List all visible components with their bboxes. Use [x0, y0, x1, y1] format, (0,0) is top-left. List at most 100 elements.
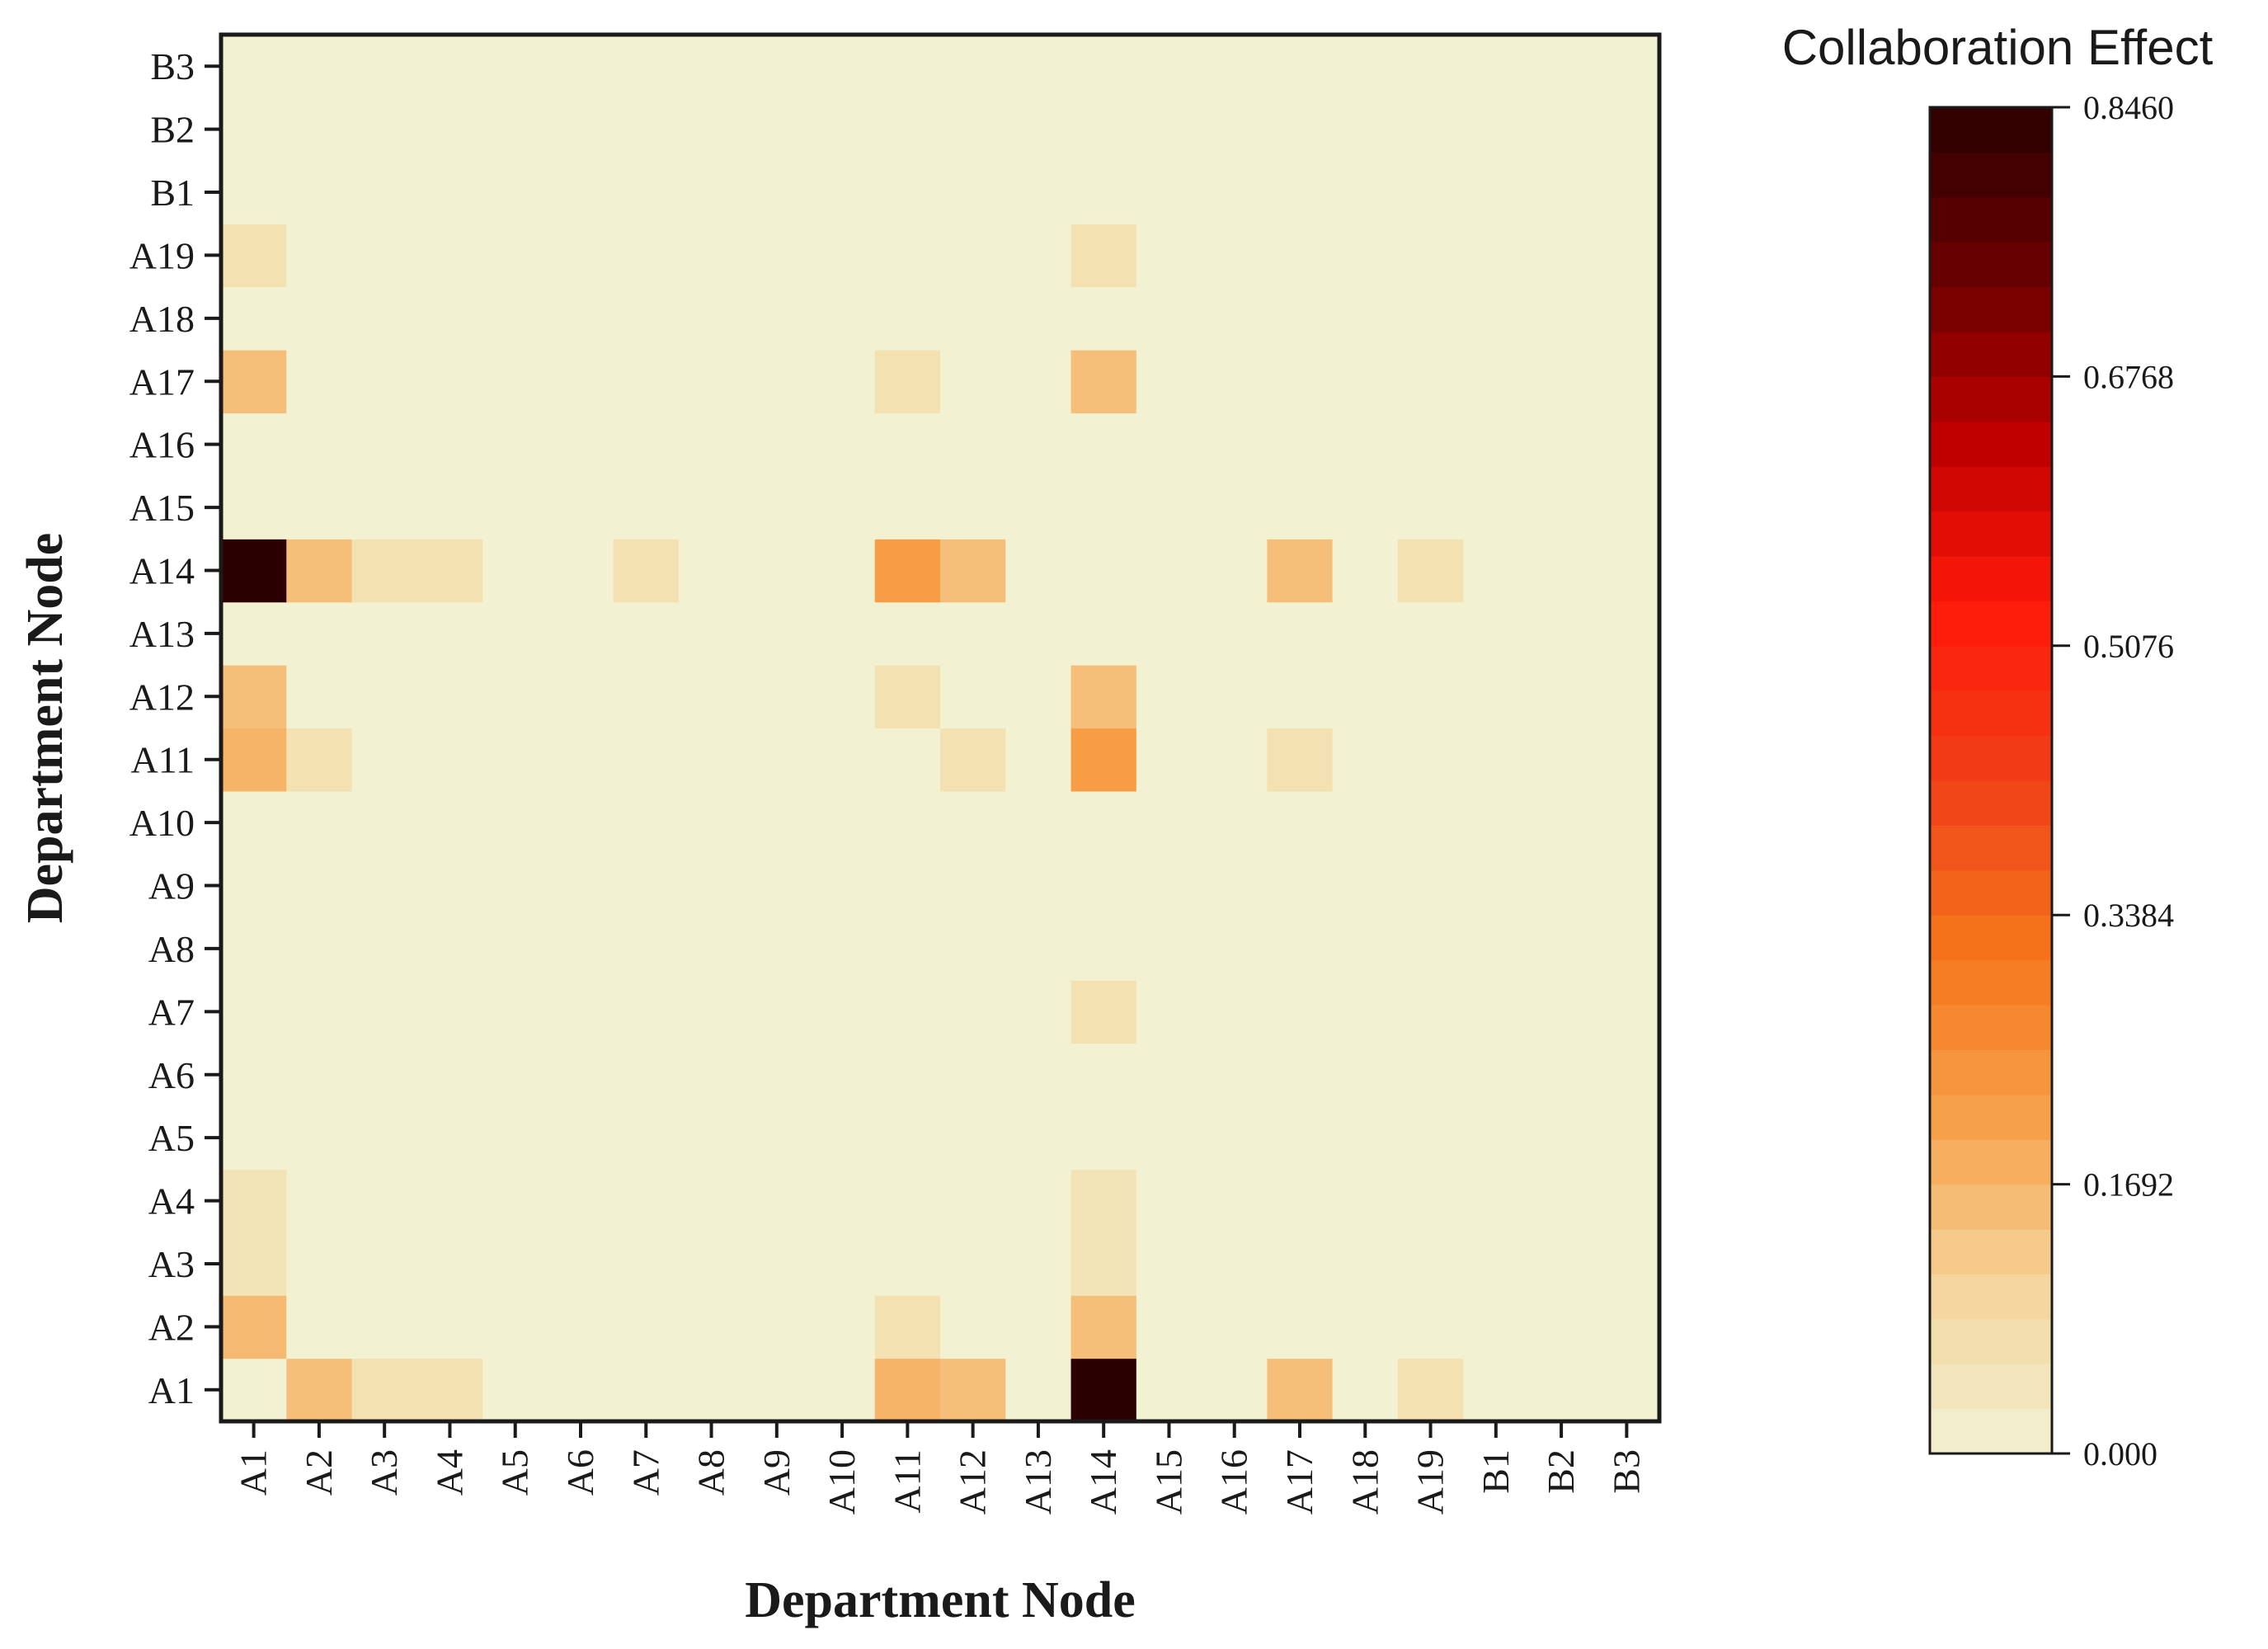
heatmap-cell-a17-a18 [1332, 350, 1399, 414]
heatmap-cell-b2-a2 [286, 97, 353, 162]
heatmap-cell-a10-a16 [1202, 790, 1268, 855]
y-tick-label: A3 [148, 1243, 195, 1285]
heatmap-cell-a17-a4 [416, 350, 483, 414]
heatmap-cell-a15-a1 [221, 475, 287, 539]
heatmap-cell-b2-a3 [351, 97, 418, 162]
heatmap-cell-a17-a12 [940, 350, 1006, 414]
heatmap-cell-a15-a2 [286, 475, 353, 539]
heatmap-cell-a18-a18 [1332, 286, 1399, 351]
heatmap-cell-a11-a14 [1070, 728, 1137, 792]
heatmap-cell-a14-a6 [548, 539, 614, 603]
heatmap-cell-a3-a6 [548, 1232, 614, 1296]
heatmap-cell-a10-b1 [1463, 790, 1530, 855]
heatmap-cell-a6-a16 [1202, 1043, 1268, 1107]
heatmap-cell-a9-a19 [1397, 854, 1464, 918]
heatmap-cell-a14-a2 [286, 539, 353, 603]
colorbar-band [1930, 1364, 2052, 1410]
heatmap-cell-a15-a7 [613, 475, 680, 539]
heatmap-cell-a10-a9 [744, 790, 811, 855]
heatmap-cell-a10-a7 [613, 790, 680, 855]
heatmap-cell-a4-b2 [1528, 1169, 1595, 1233]
heatmap-cell-a8-a17 [1267, 916, 1334, 981]
heatmap-cell-b3-b3 [1593, 35, 1660, 99]
heatmap-cell-a15-a6 [548, 475, 614, 539]
heatmap-cell-a6-a18 [1332, 1043, 1399, 1107]
heatmap-cell-a3-a14 [1070, 1232, 1137, 1296]
heatmap-cell-a8-a8 [678, 916, 745, 981]
heatmap-cell-a6-a9 [744, 1043, 811, 1107]
heatmap-cell-b1-b2 [1528, 160, 1595, 224]
heatmap-cell-a3-a18 [1332, 1232, 1399, 1296]
heatmap-cell-a2-a18 [1332, 1295, 1399, 1359]
heatmap-cell-a15-a4 [416, 475, 483, 539]
heatmap-cell-a5-a1 [221, 1105, 287, 1170]
heatmap-cell-a11-a13 [1005, 728, 1072, 792]
heatmap-cell-a12-b3 [1593, 665, 1660, 729]
heatmap-cell-a7-a18 [1332, 980, 1399, 1044]
heatmap-cell-b3-a16 [1202, 35, 1268, 99]
heatmap-cell-a7-a12 [940, 980, 1006, 1044]
x-tick-label: B1 [1475, 1449, 1517, 1494]
heatmap-cell-a6-a6 [548, 1043, 614, 1107]
heatmap-cell-a18-a6 [548, 286, 614, 351]
heatmap-cell-a16-a13 [1005, 412, 1072, 477]
heatmap-cell-a12-a11 [874, 665, 941, 729]
heatmap-cell-a6-a4 [416, 1043, 483, 1107]
heatmap-cell-a12-a3 [351, 665, 418, 729]
heatmap-cell-a14-a12 [940, 539, 1006, 603]
heatmap-cell-a14-a10 [809, 539, 876, 603]
heatmap-cell-a17-a17 [1267, 350, 1334, 414]
colorbar-tick-label: 0.8460 [2083, 89, 2174, 126]
colorbar-band [1930, 915, 2052, 961]
heatmap-cell-a18-a7 [613, 286, 680, 351]
x-tick-label: A2 [298, 1449, 340, 1496]
heatmap-cell-a16-b1 [1463, 412, 1530, 477]
heatmap-cell-a3-b2 [1528, 1232, 1595, 1296]
heatmap-cell-a1-a4 [416, 1358, 483, 1422]
heatmap-cell-a15-a15 [1136, 475, 1202, 539]
heatmap-cell-a16-a16 [1202, 412, 1268, 477]
x-tick-label: A1 [233, 1449, 275, 1496]
heatmap-cell-a14-a11 [874, 539, 941, 603]
heatmap-cell-a15-b1 [1463, 475, 1530, 539]
colorbar-band [1930, 1229, 2052, 1274]
heatmap-cell-a12-a16 [1202, 665, 1268, 729]
heatmap-cell-a18-b1 [1463, 286, 1530, 351]
heatmap-cell-a8-a2 [286, 916, 353, 981]
heatmap-cell-a11-a3 [351, 728, 418, 792]
heatmap-cell-a18-a15 [1136, 286, 1202, 351]
heatmap-cell-a11-a5 [482, 728, 548, 792]
heatmap-cell-a16-a18 [1332, 412, 1399, 477]
heatmap-cell-a12-a14 [1070, 665, 1137, 729]
heatmap-cell-a2-a16 [1202, 1295, 1268, 1359]
heatmap-cell-a4-a16 [1202, 1169, 1268, 1233]
colorbar-band [1930, 556, 2052, 601]
heatmap-cell-a19-a2 [286, 224, 353, 288]
heatmap-cell-a19-a5 [482, 224, 548, 288]
heatmap-cell-a18-a11 [874, 286, 941, 351]
heatmap-cell-a13-a2 [286, 601, 353, 666]
heatmap-cell-a2-b3 [1593, 1295, 1660, 1359]
heatmap-cell-a7-a13 [1005, 980, 1072, 1044]
heatmap-cell-a13-a3 [351, 601, 418, 666]
x-tick-label: A4 [429, 1449, 471, 1496]
heatmap-cell-a6-a12 [940, 1043, 1006, 1107]
heatmap-cell-a4-a15 [1136, 1169, 1202, 1233]
x-tick-label: A6 [559, 1449, 601, 1496]
heatmap-cells [221, 35, 1660, 1422]
heatmap-cell-a19-a17 [1267, 224, 1334, 288]
colorbar-band [1930, 825, 2052, 871]
heatmap-cell-a11-a19 [1397, 728, 1464, 792]
heatmap-cell-a10-a12 [940, 790, 1006, 855]
heatmap-cell-a15-a10 [809, 475, 876, 539]
heatmap-cell-a3-a2 [286, 1232, 353, 1296]
heatmap-cell-a7-b3 [1593, 980, 1660, 1044]
heatmap-cell-a12-a7 [613, 665, 680, 729]
heatmap-cell-a1-a2 [286, 1358, 353, 1422]
colorbar-band [1930, 1005, 2052, 1050]
heatmap-cell-a3-a15 [1136, 1232, 1202, 1296]
heatmap-cell-b3-a3 [351, 35, 418, 99]
heatmap-cell-a12-a5 [482, 665, 548, 729]
heatmap-cell-a4-a6 [548, 1169, 614, 1233]
heatmap-cell-b3-a19 [1397, 35, 1464, 99]
